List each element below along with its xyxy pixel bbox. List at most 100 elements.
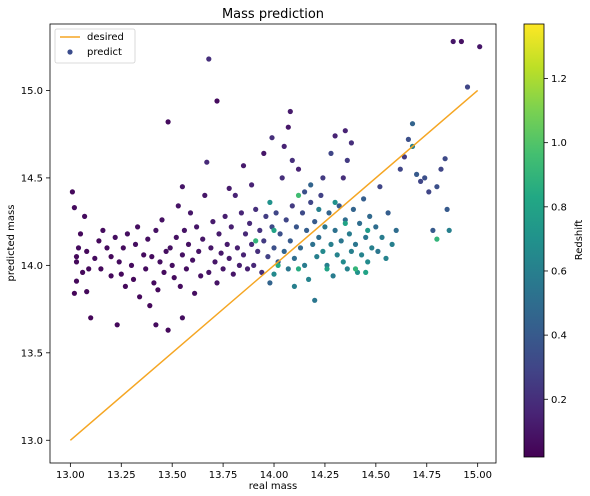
scatter-point-70	[214, 98, 220, 104]
scatter-point-139	[340, 259, 346, 265]
scatter-points	[69, 38, 483, 333]
scatter-point-3	[71, 290, 77, 296]
scatter-point-120	[306, 276, 312, 282]
scatter-point-206	[295, 266, 302, 272]
scatter-point-114	[293, 224, 299, 230]
scatter-point-159	[383, 255, 389, 261]
scatter-point-152	[365, 259, 371, 265]
scatter-point-30	[135, 224, 141, 230]
scatter-point-79	[230, 271, 236, 277]
scatter-point-33	[143, 266, 149, 272]
scatter-point-122	[310, 241, 316, 247]
scatter-point-37	[151, 280, 157, 286]
scatter-point-84	[240, 163, 247, 169]
scatter-point-194	[226, 185, 232, 191]
legend: desired predict	[54, 28, 136, 64]
scatter-point-102	[271, 271, 277, 277]
scatter-point-61	[198, 273, 204, 279]
scatter-point-170	[422, 175, 428, 181]
scatter-point-175	[442, 156, 448, 162]
desired-line-group	[69, 89, 479, 441]
scatter-point-146	[352, 241, 359, 247]
scatter-point-78	[228, 224, 234, 230]
scatter-point-155	[373, 224, 379, 230]
scatter-point-23	[118, 271, 124, 277]
legend-predict-swatch	[67, 49, 73, 55]
scatter-point-164	[401, 154, 407, 160]
y-tick-label: 14.0	[21, 261, 43, 272]
scatter-point-101	[271, 245, 277, 251]
scatter-point-20	[108, 273, 114, 279]
scatter-point-165	[405, 136, 411, 142]
colorbar-gradient	[524, 24, 544, 457]
scatter-point-184	[269, 135, 275, 141]
scatter-point-39	[155, 287, 161, 293]
scatter-point-207	[352, 266, 359, 272]
scatter-point-168	[414, 171, 420, 177]
x-tick-label: 14.75	[412, 470, 441, 481]
scatter-point-148	[357, 220, 363, 226]
scatter-point-153	[367, 213, 373, 219]
scatter-point-171	[426, 189, 432, 195]
scatter-point-142	[344, 266, 350, 272]
scatter-point-64	[204, 159, 210, 165]
scatter-point-56	[187, 210, 194, 216]
scatter-point-5	[77, 231, 84, 237]
scatter-point-213	[342, 220, 348, 226]
scatter-point-137	[336, 203, 342, 209]
scatter-point-211	[434, 236, 440, 242]
scatter-point-204	[253, 238, 259, 244]
scatter-point-46	[167, 245, 173, 251]
scatter-point-197	[153, 322, 159, 328]
scatter-point-88	[247, 220, 253, 226]
scatter-point-13	[73, 259, 80, 265]
scatter-point-133	[328, 150, 334, 156]
scatter-point-8	[86, 266, 92, 272]
scatter-point-178	[450, 38, 456, 45]
scatter-point-45	[165, 327, 171, 333]
colorbar-tick-label: 1.0	[551, 138, 567, 149]
scatter-point-141	[344, 157, 350, 163]
scatter-point-105	[277, 231, 283, 237]
scatter-point-127	[318, 192, 324, 198]
scatter-point-108	[283, 217, 289, 223]
scatter-point-27	[128, 262, 135, 268]
scatter-point-201	[316, 206, 322, 212]
scatter-point-107	[281, 248, 287, 254]
scatter-point-63	[202, 192, 208, 198]
scatter-point-81	[234, 245, 240, 251]
scatter-point-85	[240, 252, 247, 258]
scatter-point-116	[297, 245, 304, 251]
y-tick-label: 15.0	[21, 86, 43, 97]
scatter-point-49	[173, 234, 179, 240]
scatter-point-163	[397, 166, 403, 172]
scatter-point-210	[275, 262, 281, 268]
scatter-point-145	[350, 206, 356, 212]
scatter-point-28	[130, 276, 137, 282]
scatter-point-32	[141, 252, 147, 258]
x-tick-label: 13.75	[209, 470, 238, 481]
scatter-point-173	[434, 184, 440, 190]
scatter-point-113	[291, 283, 297, 289]
scatter-point-87	[244, 266, 251, 272]
scatter-point-183	[285, 124, 291, 130]
scatter-point-187	[281, 143, 287, 149]
scatter-point-115	[295, 166, 302, 172]
scatter-point-65	[206, 56, 212, 62]
scatter-point-103	[273, 210, 279, 216]
scatter-point-92	[255, 248, 261, 254]
scatter-point-19	[108, 254, 114, 260]
scatter-point-31	[137, 294, 143, 300]
scatter-point-126	[316, 234, 322, 240]
scatter-point-193	[249, 182, 255, 188]
scatter-point-51	[177, 283, 183, 289]
scatter-point-161	[389, 241, 395, 247]
scatter-point-128	[320, 248, 326, 254]
scatter-point-138	[338, 238, 344, 244]
scatter-point-86	[242, 231, 249, 237]
scatter-point-82	[236, 262, 242, 268]
scatter-point-134	[330, 273, 336, 279]
scatter-point-21	[112, 234, 118, 240]
scatter-point-199	[302, 189, 308, 195]
y-tick-label: 13.5	[21, 348, 43, 359]
